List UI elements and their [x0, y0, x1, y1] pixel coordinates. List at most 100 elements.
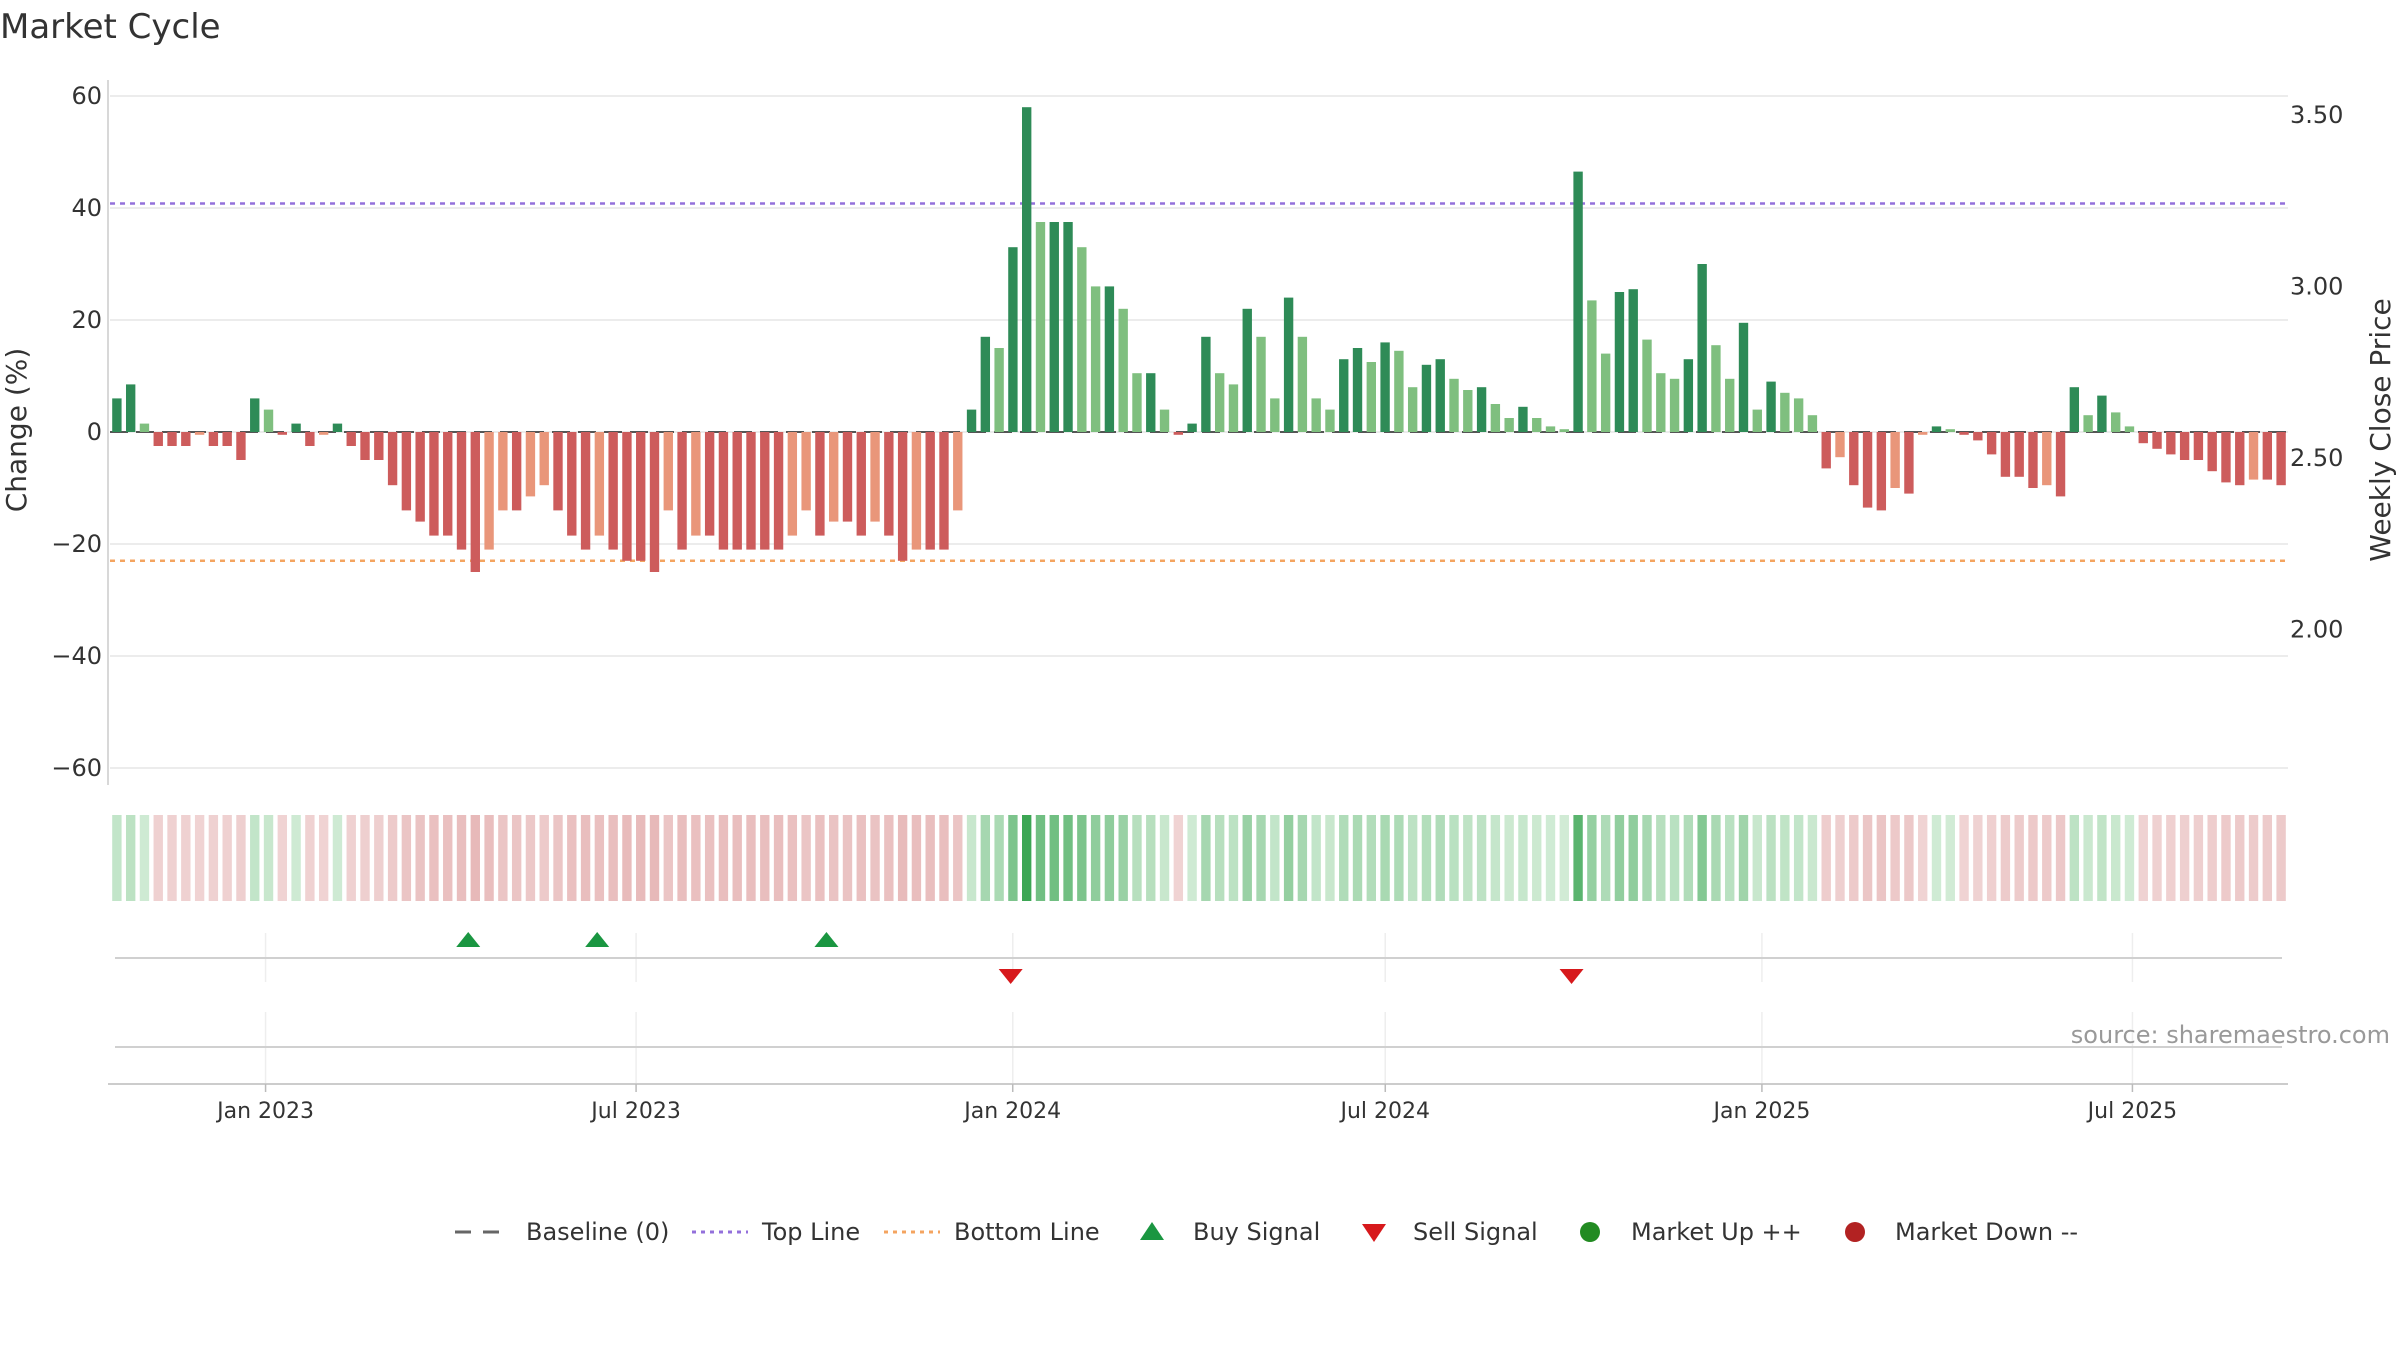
bar: [649, 432, 660, 572]
bar: [1063, 222, 1073, 432]
buy-signal-icon: [1140, 1222, 1164, 1240]
left-y-ticks: 60 40 20 0 −20 −40 −60: [51, 82, 102, 782]
heat-cell: [484, 815, 494, 901]
heat-cell: [925, 815, 935, 901]
heat-cell: [1449, 815, 1459, 901]
heat-cell: [1339, 815, 1349, 901]
bar: [622, 432, 632, 561]
legend-item-market-up: Market Up ++: [1580, 1218, 1802, 1246]
heat-cell: [1228, 815, 1239, 901]
bar: [470, 432, 480, 572]
heat-cell: [2028, 815, 2038, 901]
bar: [897, 432, 908, 561]
bar: [2193, 432, 2204, 460]
heat-cell: [470, 815, 480, 901]
bar: [704, 432, 715, 536]
bar: [580, 432, 591, 550]
y-tick-left: 0: [87, 418, 102, 446]
bar: [1876, 432, 1887, 511]
heat-cell: [649, 815, 660, 901]
sell-signal-marker: [998, 969, 1023, 984]
bar: [1862, 432, 1873, 508]
heat-cell: [125, 815, 136, 901]
heat-cell: [884, 815, 894, 901]
heat-cell: [1959, 815, 1969, 901]
heat-cell: [1463, 815, 1473, 901]
y-tick-left: −40: [51, 642, 102, 670]
heat-cell: [1022, 815, 1032, 901]
heat-cell: [456, 815, 467, 901]
bar: [1228, 384, 1239, 432]
legend-item-buy-signal: Buy Signal: [1140, 1218, 1320, 1246]
bar: [1339, 359, 1349, 432]
heat-cell: [539, 815, 549, 901]
bar: [1518, 406, 1528, 432]
heat-cell: [1973, 815, 1983, 901]
heat-cell: [870, 815, 880, 901]
legend-label-sell-signal: Sell Signal: [1413, 1218, 1538, 1246]
bar: [2166, 432, 2176, 455]
bar: [1683, 359, 1694, 432]
bar: [112, 398, 122, 432]
heat-cell: [112, 815, 122, 901]
heat-cell: [1545, 815, 1556, 901]
heat-cell: [2069, 815, 2080, 901]
bar: [374, 432, 384, 460]
legend-label-buy-signal: Buy Signal: [1193, 1218, 1320, 1246]
heat-cell: [953, 815, 963, 901]
heat-cell: [1766, 815, 1776, 901]
heat-cell: [2248, 815, 2259, 901]
heat-cell: [2179, 815, 2190, 901]
bar: [1476, 387, 1487, 432]
heat-cell: [746, 815, 756, 901]
bar: [1214, 373, 1225, 432]
bar: [773, 432, 784, 550]
buy-signal-marker: [814, 932, 839, 947]
market-down-icon: [1845, 1222, 1865, 1242]
bar: [966, 409, 977, 432]
x-tick-label: Jan 2025: [1711, 1099, 1810, 1124]
bar: [1463, 390, 1473, 432]
legend-item-sell-signal: Sell Signal: [1362, 1218, 1538, 1246]
bar: [1435, 359, 1445, 432]
heat-cell: [704, 815, 715, 901]
heat-cell: [1780, 815, 1790, 901]
heat-cell: [663, 815, 673, 901]
heat-cell: [760, 815, 770, 901]
heat-cell: [2276, 815, 2286, 901]
heat-cell: [167, 815, 177, 901]
heat-cell: [1862, 815, 1873, 901]
bar: [167, 432, 177, 446]
bar: [456, 432, 467, 550]
bar: [980, 336, 991, 432]
bar: [1090, 286, 1101, 432]
bar: [525, 432, 536, 497]
heat-cell: [1104, 815, 1115, 901]
bar: [1642, 339, 1652, 432]
bar: [1711, 345, 1721, 432]
bar: [360, 432, 370, 460]
heat-cell: [1008, 815, 1018, 901]
bar: [1545, 426, 1556, 432]
bar: [387, 432, 398, 486]
heat-cell: [1504, 815, 1514, 901]
heat-cell: [1325, 815, 1335, 901]
bar: [2124, 426, 2135, 432]
bar: [1697, 264, 1707, 432]
bar: [1780, 392, 1790, 432]
heat-cell: [1173, 815, 1184, 901]
heat-cell: [318, 815, 329, 901]
bar: [1311, 398, 1321, 432]
signal-markers: [456, 932, 1584, 984]
heat-cell: [2138, 815, 2148, 901]
heat-cell: [980, 815, 991, 901]
bar: [2014, 432, 2024, 477]
heat-cell: [305, 815, 315, 901]
bar: [1159, 409, 1170, 432]
bar: [236, 432, 246, 460]
heat-cell: [263, 815, 274, 901]
bar: [1449, 378, 1459, 432]
bar: [194, 432, 205, 435]
bar: [277, 432, 287, 435]
y-tick-left: −60: [51, 754, 102, 782]
